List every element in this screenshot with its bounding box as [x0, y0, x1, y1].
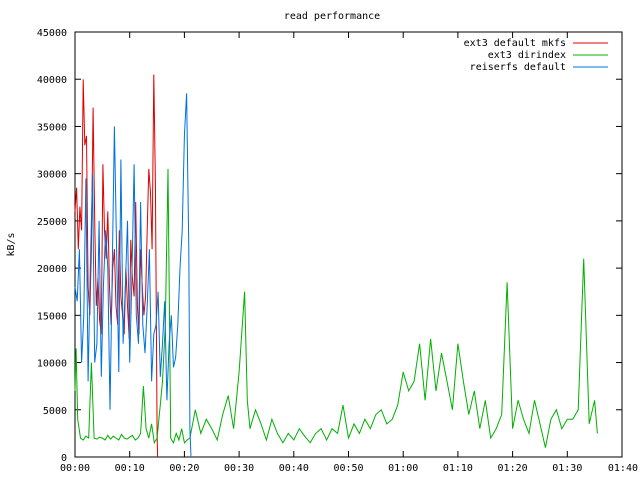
legend-label: ext3 default mkfs — [464, 38, 566, 49]
series-line-2 — [74, 168, 598, 448]
y-tick-label: 30000 — [37, 170, 67, 181]
y-tick-label: 0 — [61, 453, 67, 464]
y-tick-label: 10000 — [37, 359, 67, 370]
x-tick-label: 01:30 — [552, 463, 582, 474]
x-tick-label: 00:20 — [169, 463, 199, 474]
series-line-1 — [74, 74, 159, 458]
x-tick-label: 00:30 — [224, 463, 254, 474]
x-tick-label: 00:10 — [115, 463, 145, 474]
x-tick-label: 01:20 — [498, 463, 528, 474]
x-tick-label: 01:40 — [608, 463, 638, 474]
x-tick-label: 00:50 — [333, 463, 363, 474]
legend-label: ext3 dirindex — [488, 50, 566, 61]
y-tick-label: 20000 — [37, 264, 67, 275]
x-tick-label: 01:00 — [388, 463, 418, 474]
y-tick-label: 5000 — [43, 406, 67, 417]
y-tick-label: 15000 — [37, 311, 67, 322]
legend-label: reiserfs default — [470, 62, 566, 73]
y-tick-label: 40000 — [37, 75, 67, 86]
x-tick-label: 00:00 — [60, 463, 90, 474]
y-tick-label: 45000 — [37, 28, 67, 39]
series-line-3 — [74, 93, 192, 458]
x-tick-label: 00:40 — [279, 463, 309, 474]
y-axis: 0 5000 10000 15000 20000 25000 30000 35000 40000… — [37, 28, 622, 464]
x-tick-label: 01:10 — [443, 463, 473, 474]
y-axis-label: kB/s — [6, 232, 17, 256]
x-axis: 00:00 00:10 00:20 00:30 00:40 00:50 01:00 01:10… — [60, 32, 638, 474]
series-group — [74, 74, 598, 458]
y-tick-label: 35000 — [37, 122, 67, 133]
y-tick-label: 25000 — [37, 217, 67, 228]
chart-title: read performance — [284, 11, 380, 22]
